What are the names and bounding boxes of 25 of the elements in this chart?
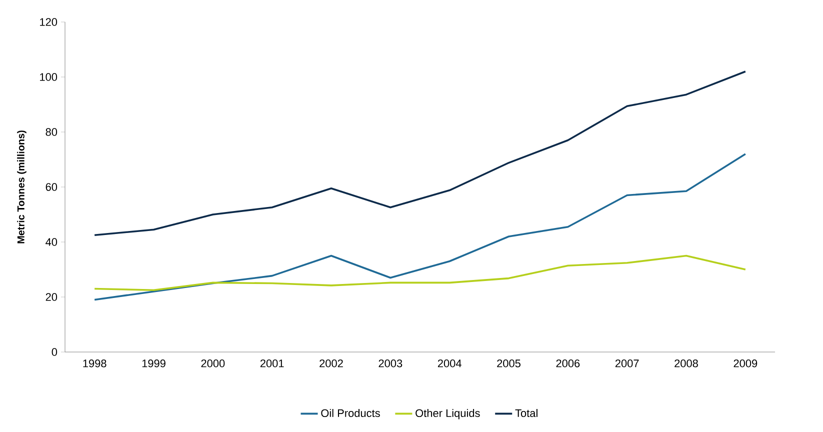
x-tick-label: 2006 (556, 360, 580, 368)
y-tick-label: 0 (52, 348, 58, 356)
line-series (94, 70, 746, 236)
x-tick-label: 2004 (438, 360, 462, 368)
x-tick-label: 2003 (378, 360, 402, 368)
y-tick-label: 100 (40, 73, 58, 81)
y-tick-label: 80 (46, 128, 58, 136)
x-tick-label: 1998 (83, 360, 106, 368)
x-tick-label: 2001 (260, 360, 284, 368)
x-tick-label: 2000 (201, 360, 225, 368)
x-tick-label: 2002 (320, 360, 343, 368)
x-tick-label: 2007 (615, 360, 639, 368)
x-tick-label: 2008 (674, 360, 698, 368)
y-tick-label: 60 (46, 183, 58, 191)
y-axis-title: Metric Tonnes (millions) (17, 130, 26, 244)
x-tick-label: 1999 (142, 360, 166, 368)
y-tick-label: 20 (46, 293, 58, 301)
line-series (94, 254, 746, 292)
y-tick-label: 40 (46, 238, 58, 246)
legend-label: Total (515, 408, 538, 418)
legend-label: Oil Products (321, 408, 380, 418)
x-tick-label: 2009 (734, 360, 758, 368)
x-tick-label: 2005 (497, 360, 520, 368)
legend-label: Other Liquids (416, 408, 480, 420)
y-tick-label: 120 (40, 18, 58, 26)
